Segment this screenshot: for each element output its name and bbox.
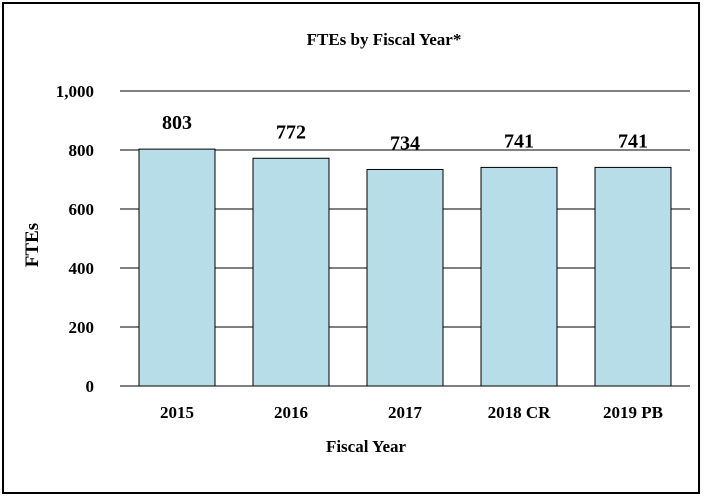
x-tick-label: 2018 CR [488,403,552,422]
bar [252,157,330,387]
bar [480,166,558,387]
x-tick-label: 2015 [160,403,194,422]
y-tick-label: 0 [86,377,95,396]
data-label: 734 [390,132,420,154]
y-tick-label: 600 [69,200,95,219]
bar [594,166,672,387]
bar [366,168,444,387]
chart-title: FTEs by Fiscal Year* [307,30,462,49]
y-tick-label: 400 [69,259,95,278]
x-tick-label: 2019 PB [603,403,663,422]
y-axis-title: FTEs [22,223,43,267]
bars [138,148,672,387]
x-axis-ticks: 2015 2016 2017 2018 CR 2019 PB [160,403,663,422]
x-tick-label: 2017 [388,403,423,422]
y-tick-label: 1,000 [56,82,94,101]
data-labels: 803 772 734 741 741 [162,112,648,154]
x-axis-title: Fiscal Year [326,437,407,456]
data-label: 741 [504,130,534,152]
data-label: 741 [618,130,648,152]
bar [138,148,216,387]
data-label: 803 [162,112,192,134]
chart-frame [2,2,700,494]
y-tick-label: 200 [69,318,95,337]
data-label: 772 [276,121,306,143]
y-tick-label: 800 [69,141,95,160]
x-tick-label: 2016 [274,403,308,422]
y-axis-ticks: 0 200 400 600 800 1,000 [56,82,94,396]
